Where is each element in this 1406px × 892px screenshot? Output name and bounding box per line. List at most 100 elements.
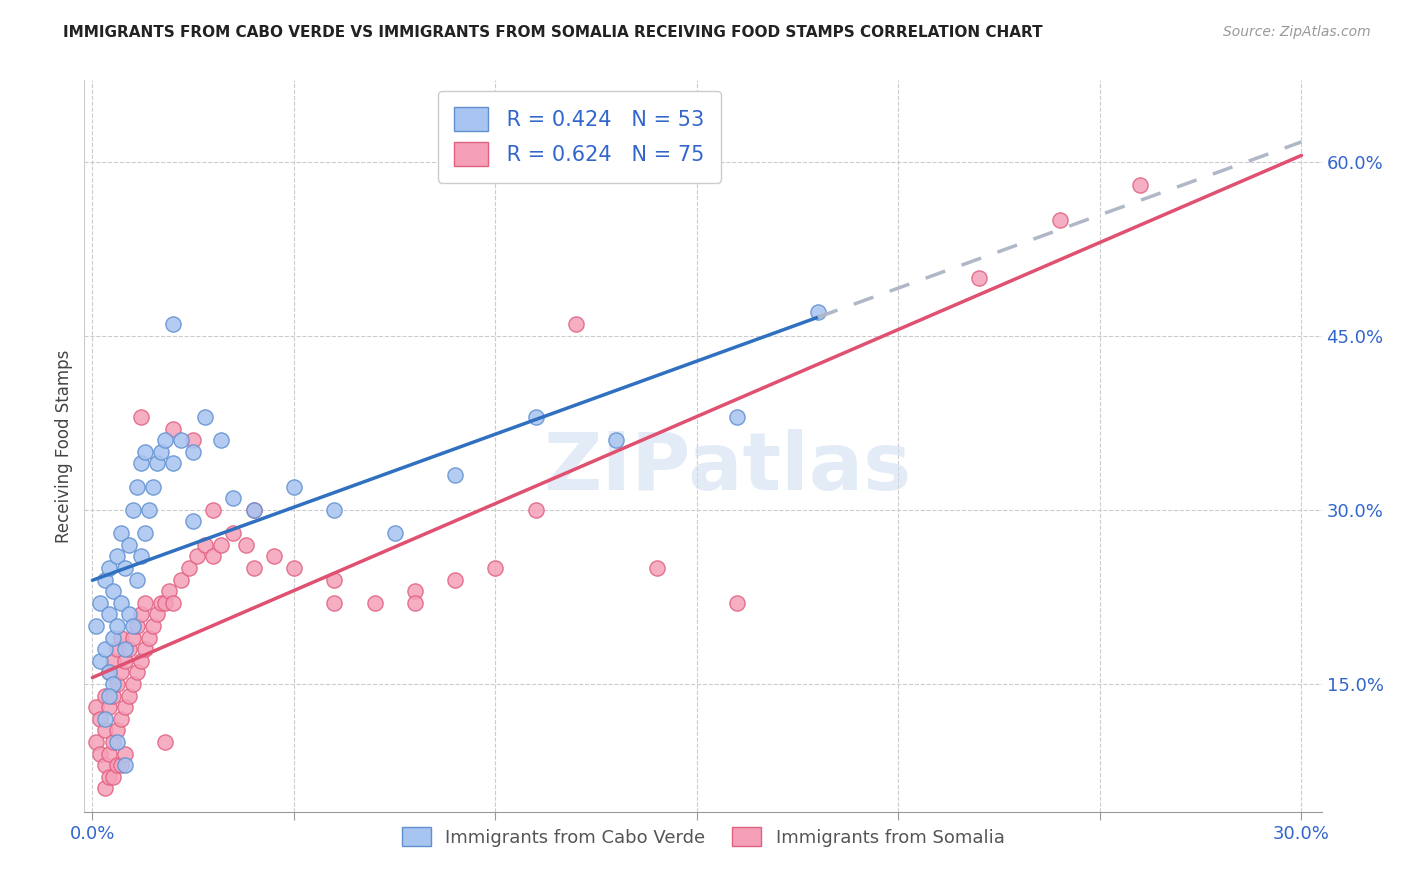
Point — [186, 549, 208, 564]
Point — [484, 561, 506, 575]
Point — [121, 631, 143, 645]
Point — [194, 409, 217, 424]
Point — [93, 573, 115, 587]
Point — [97, 665, 120, 680]
Point — [125, 573, 148, 587]
Point — [565, 317, 588, 331]
Point — [110, 526, 132, 541]
Point — [645, 561, 668, 575]
Point — [162, 317, 184, 331]
Y-axis label: Receiving Food Stamps: Receiving Food Stamps — [55, 350, 73, 542]
Point — [93, 758, 115, 772]
Point — [363, 596, 385, 610]
Point — [125, 480, 148, 494]
Point — [283, 480, 305, 494]
Point — [110, 665, 132, 680]
Point — [110, 631, 132, 645]
Point — [153, 735, 176, 749]
Point — [110, 596, 132, 610]
Point — [807, 305, 830, 319]
Point — [181, 445, 204, 459]
Point — [97, 700, 120, 714]
Point — [129, 607, 152, 622]
Point — [93, 689, 115, 703]
Point — [725, 409, 748, 424]
Point — [263, 549, 285, 564]
Point — [114, 561, 136, 575]
Point — [105, 677, 128, 691]
Point — [134, 526, 156, 541]
Point — [142, 619, 165, 633]
Point — [121, 503, 143, 517]
Point — [162, 457, 184, 471]
Point — [114, 700, 136, 714]
Point — [181, 433, 204, 447]
Point — [162, 596, 184, 610]
Point — [242, 561, 264, 575]
Point — [323, 573, 346, 587]
Point — [153, 596, 176, 610]
Point — [202, 503, 225, 517]
Point — [129, 457, 152, 471]
Point — [134, 642, 156, 657]
Point — [162, 421, 184, 435]
Point — [110, 758, 132, 772]
Point — [179, 561, 201, 575]
Point — [209, 538, 232, 552]
Point — [125, 619, 148, 633]
Point — [101, 689, 124, 703]
Legend: Immigrants from Cabo Verde, Immigrants from Somalia: Immigrants from Cabo Verde, Immigrants f… — [395, 820, 1011, 854]
Point — [105, 549, 128, 564]
Point — [605, 433, 627, 447]
Point — [101, 654, 124, 668]
Text: ZIPatlas: ZIPatlas — [544, 429, 912, 507]
Point — [404, 584, 426, 599]
Point — [1049, 212, 1071, 227]
Point — [105, 723, 128, 738]
Point — [97, 665, 120, 680]
Point — [89, 712, 111, 726]
Point — [93, 781, 115, 796]
Point — [125, 665, 148, 680]
Point — [170, 433, 193, 447]
Point — [110, 712, 132, 726]
Point — [105, 735, 128, 749]
Point — [105, 619, 128, 633]
Point — [101, 677, 124, 691]
Point — [118, 538, 141, 552]
Point — [129, 549, 152, 564]
Point — [138, 503, 160, 517]
Point — [404, 596, 426, 610]
Point — [202, 549, 225, 564]
Point — [149, 596, 172, 610]
Point — [93, 642, 115, 657]
Point — [89, 747, 111, 761]
Point — [323, 503, 346, 517]
Point — [444, 573, 467, 587]
Point — [209, 433, 232, 447]
Point — [235, 538, 257, 552]
Point — [97, 607, 120, 622]
Point — [89, 654, 111, 668]
Point — [121, 619, 143, 633]
Point — [118, 689, 141, 703]
Point — [134, 596, 156, 610]
Point — [242, 503, 264, 517]
Point — [181, 515, 204, 529]
Point — [129, 654, 152, 668]
Point — [101, 735, 124, 749]
Point — [524, 503, 547, 517]
Point — [101, 770, 124, 784]
Point — [153, 433, 176, 447]
Point — [384, 526, 406, 541]
Point — [101, 584, 124, 599]
Point — [142, 480, 165, 494]
Point — [114, 747, 136, 761]
Point — [146, 457, 169, 471]
Point — [114, 758, 136, 772]
Point — [149, 445, 172, 459]
Point — [170, 573, 193, 587]
Point — [194, 538, 217, 552]
Point — [86, 700, 108, 714]
Point — [134, 445, 156, 459]
